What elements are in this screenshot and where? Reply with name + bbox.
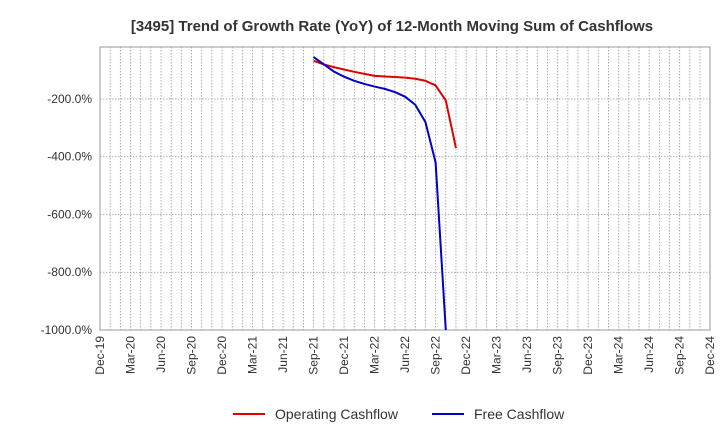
y-tick-label: -800.0% [47,265,92,279]
y-tick-label: -600.0% [47,207,92,221]
x-tick-label: Jun-23 [520,336,534,373]
x-tick-label: Jun-22 [398,336,412,373]
x-tick-label: Sep-24 [673,336,687,375]
x-tick-label: Sep-22 [429,336,443,375]
operating-cashflow-legend-label: Operating Cashflow [275,406,399,422]
x-tick-label: Mar-20 [124,336,138,374]
x-tick-label: Sep-21 [307,336,321,375]
x-tick-label: Dec-19 [93,336,107,375]
x-tick-label: Sep-23 [551,336,565,375]
x-tick-label: Dec-20 [215,336,229,375]
chart-title: [3495] Trend of Growth Rate (YoY) of 12-… [131,18,653,35]
x-tick-label: Jun-20 [154,336,168,373]
operating-cashflow-line [313,59,457,149]
y-tick-label: -1000.0% [41,323,93,337]
x-tick-label: Jun-21 [276,336,290,373]
plot-border [99,46,711,331]
x-tick-label: Dec-22 [459,336,473,375]
legend: Operating Cashflow Free Cashflow [233,406,565,422]
y-tick-label: -400.0% [47,150,92,164]
x-tick-label: Mar-24 [612,336,626,374]
x-tick-label: Dec-24 [703,336,717,375]
x-tick-label: Dec-23 [581,336,595,375]
free-cashflow-line [312,56,447,330]
x-tick-label: Mar-23 [490,336,504,374]
x-tick-label: Mar-21 [246,336,260,374]
y-tick-label: -200.0% [47,92,92,106]
x-tick-label: Dec-21 [337,336,351,375]
free-cashflow-legend-label: Free Cashflow [474,406,565,422]
plot-area: -200.0%-400.0%-600.0%-800.0%-1000.0%Dec-… [41,46,720,375]
x-tick-label: Mar-22 [368,336,382,374]
x-tick-label: Sep-20 [185,336,199,375]
x-tick-label: Jun-24 [642,336,656,373]
